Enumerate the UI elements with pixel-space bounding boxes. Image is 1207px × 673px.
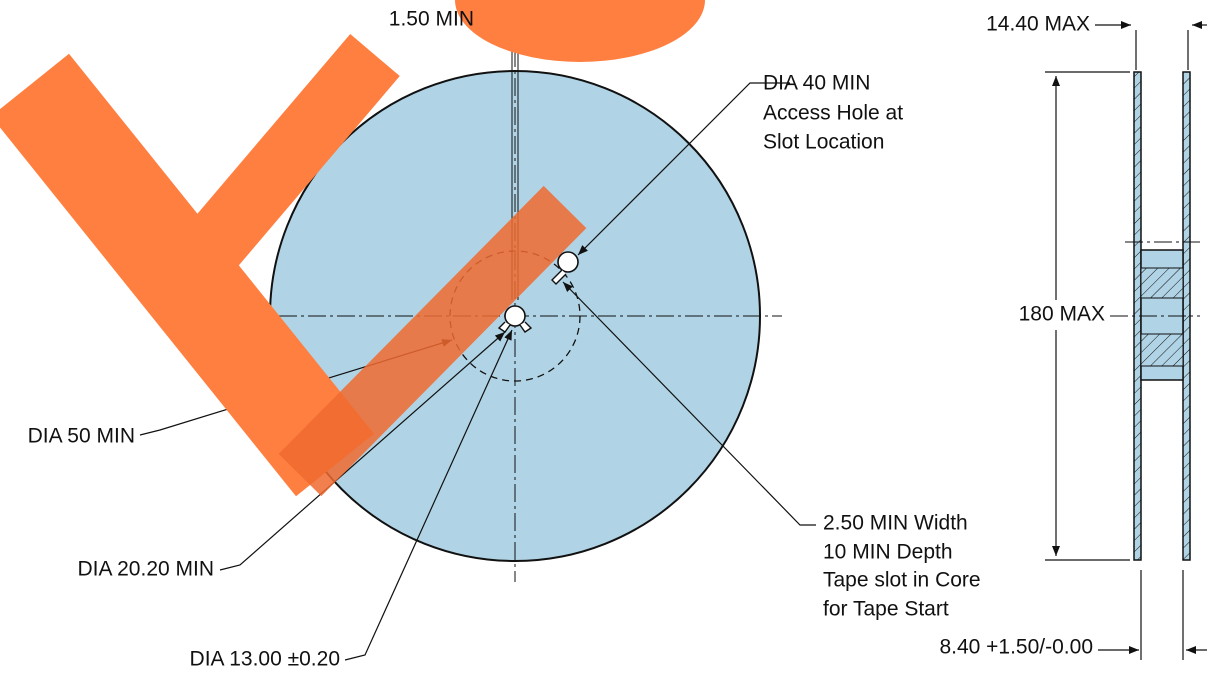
label: DIA 40 MIN [763, 72, 870, 95]
leaders [139, 16, 816, 661]
label: DIA 20.20 MIN [77, 558, 214, 581]
label: DIA 13.00 ±0.20 [190, 648, 340, 671]
label: Access Hole at [763, 102, 903, 125]
label: Slot Location [763, 131, 884, 154]
reel-side [1045, 21, 1207, 660]
label: for Tape Start [823, 598, 949, 621]
label: Tape slot in Core [823, 569, 981, 592]
label: 8.40 +1.50/-0.00 [939, 636, 1093, 659]
label: DIA 50 MIN [28, 425, 135, 448]
label: 2.50 MIN Width [823, 512, 968, 535]
label: 1.50 MIN [389, 8, 474, 31]
watermark [0, 0, 705, 497]
label: 10 MIN Depth [823, 541, 953, 564]
label: 14.40 MAX [986, 13, 1090, 36]
label: 180 MAX [1019, 303, 1105, 326]
